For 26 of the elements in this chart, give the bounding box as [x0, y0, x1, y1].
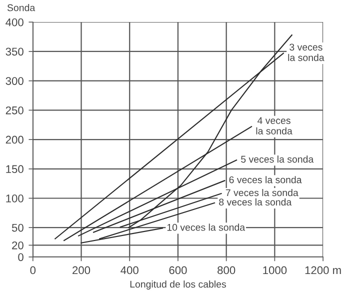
- x-tick-label: 0: [30, 266, 36, 274]
- series-label: 6 veces la sonda: [229, 176, 302, 184]
- y-axis-title: Sonda: [7, 4, 36, 12]
- x-tick-label: 400: [120, 266, 138, 274]
- series-label: 5 veces la sonda: [241, 156, 314, 163]
- y-tick-label: 200: [6, 136, 24, 144]
- x-tick-label: 200: [72, 266, 90, 274]
- y-tick-label: 0: [18, 253, 24, 262]
- x-tick-label: 1200 m: [305, 266, 341, 274]
- x-axis-title: Longitud de los cables: [130, 280, 226, 290]
- y-tick-label: 350: [6, 48, 24, 56]
- y-tick-label: 300: [6, 77, 24, 85]
- series-label: 4 veces la sonda: [256, 117, 292, 134]
- series-label: 8 veces la sonda: [219, 198, 292, 206]
- y-tick-label: 50: [12, 224, 24, 232]
- x-tick-label: 800: [218, 266, 236, 274]
- y-tick-label: 250: [6, 106, 24, 114]
- series-label: 7 veces la sonda: [226, 189, 298, 196]
- x-tick-label: 1000: [263, 266, 287, 274]
- y-tick-label: 400: [6, 18, 24, 26]
- y-tick-label: 100: [6, 194, 24, 202]
- y-tick-label: 20: [12, 241, 24, 250]
- series-label: 3 veces la sonda: [288, 44, 324, 62]
- series-label: 10 veces la sonda: [167, 224, 246, 231]
- y-tick-label: 150: [6, 165, 24, 174]
- x-tick-label: 600: [169, 266, 187, 274]
